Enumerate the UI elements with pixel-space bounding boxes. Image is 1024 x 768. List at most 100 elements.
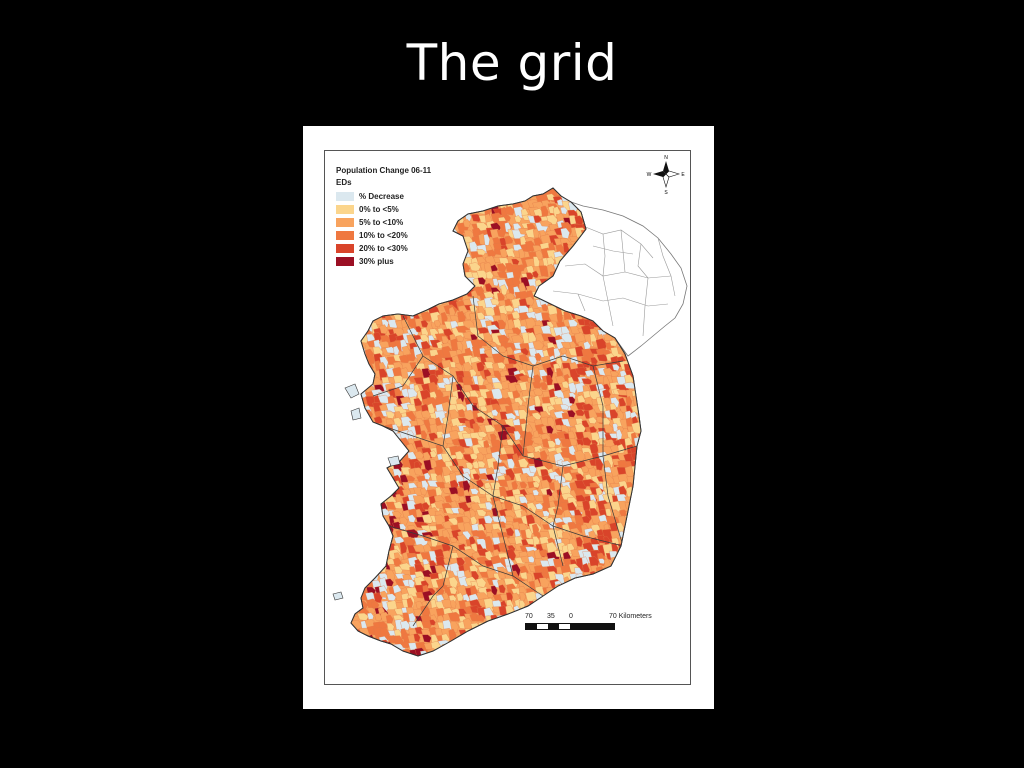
ed-area xyxy=(374,530,388,542)
ed-area xyxy=(351,515,358,523)
ed-area xyxy=(478,621,493,634)
ed-area xyxy=(476,312,485,321)
ed-area xyxy=(351,326,353,339)
ed-area xyxy=(413,663,422,675)
ed-area xyxy=(358,571,369,584)
ed-area xyxy=(378,269,389,277)
ed-area xyxy=(645,537,652,548)
ed-area xyxy=(567,319,578,328)
ed-area xyxy=(434,226,445,235)
ed-area xyxy=(367,664,377,674)
ed-area xyxy=(358,655,370,656)
map-figure: N S E W Population Change 06-11 EDs % De… xyxy=(303,126,714,709)
ed-area xyxy=(624,548,639,560)
ed-area xyxy=(406,306,417,314)
ed-area xyxy=(351,641,360,650)
ed-area xyxy=(353,558,364,569)
ed-area xyxy=(581,648,596,655)
ed-area xyxy=(589,599,603,612)
ed-area xyxy=(360,489,375,502)
ed-area xyxy=(357,464,365,478)
ed-area xyxy=(521,664,529,671)
ed-area xyxy=(548,592,561,606)
ed-area xyxy=(346,662,354,675)
ed-area xyxy=(486,633,499,648)
ed-area xyxy=(639,508,641,521)
ed-area xyxy=(469,509,476,518)
ed-area xyxy=(498,620,508,630)
ed-area xyxy=(351,513,358,524)
ed-area xyxy=(463,657,477,671)
ed-area xyxy=(352,662,365,668)
ed-area xyxy=(491,632,501,644)
ed-area xyxy=(518,188,526,194)
ed-area xyxy=(366,425,377,437)
ed-area xyxy=(367,530,378,544)
ed-area xyxy=(351,270,355,283)
legend-swatch xyxy=(336,257,354,266)
ed-area xyxy=(645,529,652,540)
ed-area xyxy=(441,188,454,199)
ed-area xyxy=(437,250,447,260)
ed-area xyxy=(435,586,445,595)
ed-area xyxy=(556,633,570,642)
ed-area xyxy=(645,356,654,362)
ed-area xyxy=(352,278,365,285)
ed-area xyxy=(632,565,641,581)
ed-area xyxy=(373,481,383,490)
ed-area xyxy=(430,293,440,303)
ed-area xyxy=(598,579,608,589)
compass-n: N xyxy=(664,155,668,161)
ed-area xyxy=(469,369,477,378)
ed-area xyxy=(442,291,455,299)
ed-area xyxy=(351,474,357,483)
ed-area xyxy=(631,643,639,656)
ed-area xyxy=(492,641,501,654)
legend-swatch xyxy=(336,205,354,214)
ed-area xyxy=(477,460,486,468)
ed-area xyxy=(533,648,542,656)
ed-area xyxy=(458,495,466,503)
ed-area xyxy=(640,437,641,449)
legend-subtitle: EDs xyxy=(336,178,352,187)
ed-area xyxy=(632,192,641,205)
ed-area xyxy=(386,277,397,287)
ed-area xyxy=(637,444,641,451)
ed-area xyxy=(472,318,483,330)
ed-area xyxy=(359,500,370,509)
ed-area xyxy=(568,382,577,394)
ed-area xyxy=(471,188,480,202)
ed-area xyxy=(407,579,415,589)
ed-area xyxy=(351,600,362,611)
ed-area xyxy=(582,632,591,644)
ed-area xyxy=(533,374,542,383)
ed-area xyxy=(561,641,570,655)
ed-area xyxy=(364,285,375,294)
ed-area xyxy=(639,192,641,206)
ed-area xyxy=(413,633,421,643)
ed-area xyxy=(532,228,540,239)
ed-area xyxy=(444,262,459,276)
ed-area xyxy=(462,219,471,228)
ed-area xyxy=(569,438,578,447)
ed-area xyxy=(385,411,395,419)
ed-area xyxy=(358,508,370,519)
ed-area xyxy=(624,565,639,575)
ed-area xyxy=(631,188,641,197)
ed-area xyxy=(497,629,507,643)
ed-area xyxy=(637,544,641,558)
ed-area xyxy=(344,586,350,594)
ed-area xyxy=(504,305,514,313)
ed-area xyxy=(647,446,654,456)
ed-area xyxy=(639,383,641,394)
ed-area xyxy=(581,465,589,473)
ed-area xyxy=(431,662,444,670)
scale-bar: 70 35 0 70 Kilometers xyxy=(525,613,665,630)
ed-area xyxy=(365,535,379,544)
ed-area xyxy=(638,482,641,496)
ed-area xyxy=(515,664,523,671)
ed-area xyxy=(351,594,357,605)
ed-area xyxy=(582,665,594,677)
ed-area xyxy=(504,523,515,531)
ed-area xyxy=(615,592,624,606)
